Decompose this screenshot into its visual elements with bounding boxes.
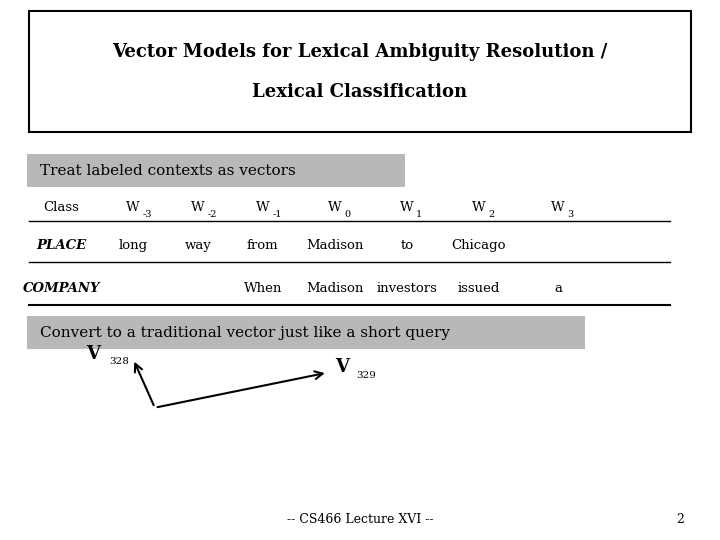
Text: to: to (400, 239, 413, 252)
Text: 0: 0 (344, 211, 351, 219)
Text: W: W (127, 201, 140, 214)
Text: W: W (472, 201, 485, 214)
Text: Convert to a traditional vector just like a short query: Convert to a traditional vector just lik… (40, 326, 449, 340)
FancyBboxPatch shape (27, 316, 585, 349)
Text: Class: Class (43, 201, 79, 214)
Text: a: a (554, 282, 562, 295)
Text: V: V (335, 358, 348, 376)
Text: -1: -1 (272, 211, 282, 219)
Text: W: W (552, 201, 564, 214)
Text: investors: investors (377, 282, 437, 295)
Text: 3: 3 (567, 211, 574, 219)
Text: Madison: Madison (306, 282, 364, 295)
FancyBboxPatch shape (27, 154, 405, 187)
Text: Madison: Madison (306, 239, 364, 252)
Text: issued: issued (458, 282, 500, 295)
Text: way: way (184, 239, 212, 252)
Text: Treat labeled contexts as vectors: Treat labeled contexts as vectors (40, 164, 295, 178)
Text: W: W (256, 201, 269, 214)
Text: W: W (328, 201, 341, 214)
Text: -- CS466 Lecture XVI --: -- CS466 Lecture XVI -- (287, 513, 433, 526)
FancyBboxPatch shape (29, 11, 691, 132)
Text: long: long (119, 239, 148, 252)
Text: 329: 329 (356, 371, 377, 380)
Text: 2: 2 (488, 211, 495, 219)
Text: COMPANY: COMPANY (22, 282, 100, 295)
Text: W: W (400, 201, 413, 214)
Text: Vector Models for Lexical Ambiguity Resolution /: Vector Models for Lexical Ambiguity Reso… (112, 43, 608, 61)
Text: -2: -2 (207, 211, 217, 219)
Text: Chicago: Chicago (451, 239, 506, 252)
Text: 328: 328 (109, 357, 130, 366)
Text: 1: 1 (416, 211, 423, 219)
Text: PLACE: PLACE (36, 239, 86, 252)
Text: When: When (243, 282, 282, 295)
Text: Lexical Classification: Lexical Classification (253, 84, 467, 102)
Text: V: V (86, 345, 100, 363)
Text: W: W (192, 201, 204, 214)
Text: from: from (247, 239, 279, 252)
Text: -3: -3 (143, 211, 152, 219)
Text: 2: 2 (677, 513, 684, 526)
